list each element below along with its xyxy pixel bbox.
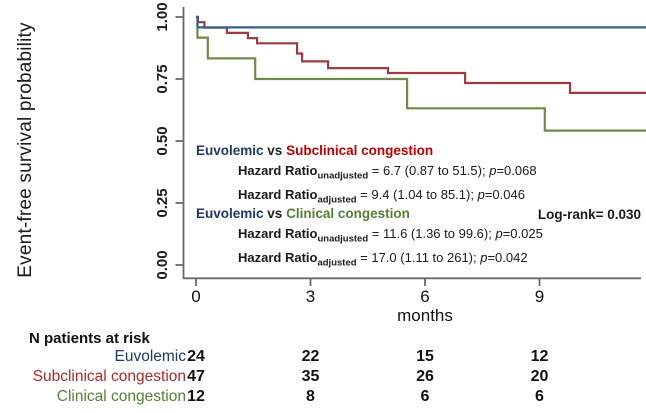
km-curve-euvolemic [196, 15, 646, 29]
hazard-ratio-adjusted-line: Hazard Ratioadjusted = 17.0 (1.11 to 261… [238, 249, 528, 269]
x-tick-label: 9 [534, 287, 545, 306]
hazard-ratio-lines: Hazard Ratiounadjusted = 11.6 (1.36 to 9… [238, 225, 543, 273]
comparison-title: Euvolemic vs Clinical congestion [196, 205, 543, 224]
y-tick-label: 1.00 [153, 2, 171, 32]
risk-count: 8 [306, 388, 315, 405]
vs-label: vs [267, 206, 283, 221]
y-axis-ticks [175, 16, 184, 266]
group-subclinical-label: Subclinical congestion [286, 143, 434, 158]
hazard-ratio-adjusted-line: Hazard Ratioadjusted = 9.4 (1.04 to 85.1… [238, 186, 525, 206]
hazard-ratio-lines: Hazard Ratiounadjusted = 6.7 (0.87 to 51… [238, 162, 537, 210]
risk-count: 22 [301, 348, 320, 365]
x-axis-title: months [397, 306, 453, 325]
risk-row-subclinical: Subclinical congestion 47 35 26 20 [0, 368, 646, 386]
annotation-clinical-comparison: Euvolemic vs Clinical congestion Hazard … [196, 205, 543, 273]
risk-table-title: N patients at risk [29, 330, 150, 347]
vs-label: vs [267, 143, 283, 158]
risk-row-label: Subclinical congestion [32, 368, 186, 385]
risk-count: 47 [187, 368, 205, 385]
y-tick-label: 0.25 [153, 188, 171, 218]
x-tick-label: 3 [305, 287, 316, 306]
hazard-ratio-unadjusted-line: Hazard Ratiounadjusted = 11.6 (1.36 to 9… [238, 225, 543, 245]
y-tick-label: 0.50 [153, 126, 171, 156]
risk-count: 20 [530, 368, 549, 385]
risk-row-label: Euvolemic [114, 348, 187, 365]
x-tick-label: 6 [420, 287, 430, 306]
risk-count: 24 [187, 348, 205, 365]
x-axis-ticks [195, 278, 541, 286]
risk-count: 26 [416, 368, 434, 385]
x-tick-label: 0 [191, 287, 201, 306]
risk-count: 6 [420, 388, 430, 405]
risk-count: 12 [530, 348, 549, 365]
y-tick-label: 0.00 [153, 250, 171, 280]
group-clinical-label: Clinical congestion [286, 206, 410, 221]
hazard-ratio-unadjusted-line: Hazard Ratiounadjusted = 6.7 (0.87 to 51… [238, 162, 537, 182]
risk-row-euvolemic: Euvolemic 24 22 15 12 [0, 348, 646, 366]
annotation-subclinical-comparison: Euvolemic vs Subclinical congestion Haza… [196, 142, 537, 210]
risk-count: 12 [187, 388, 205, 405]
km-curves-group [196, 15, 646, 132]
comparison-title: Euvolemic vs Subclinical congestion [196, 142, 537, 161]
risk-count: 35 [301, 368, 320, 385]
y-tick-label: 0.75 [153, 64, 171, 94]
group-euvolemic-label: Euvolemic [196, 206, 264, 221]
risk-row-clinical: Clinical congestion 12 8 6 6 [0, 388, 646, 406]
risk-row-label: Clinical congestion [56, 388, 186, 405]
risk-count: 6 [535, 388, 544, 405]
risk-count: 15 [416, 348, 434, 365]
log-rank-value: Log-rank= 0.030 [537, 207, 641, 222]
km-curve-clinical-congestion [196, 15, 646, 132]
y-axis-title: Event-free survival probability [15, 22, 36, 278]
group-euvolemic-label: Euvolemic [196, 143, 264, 158]
